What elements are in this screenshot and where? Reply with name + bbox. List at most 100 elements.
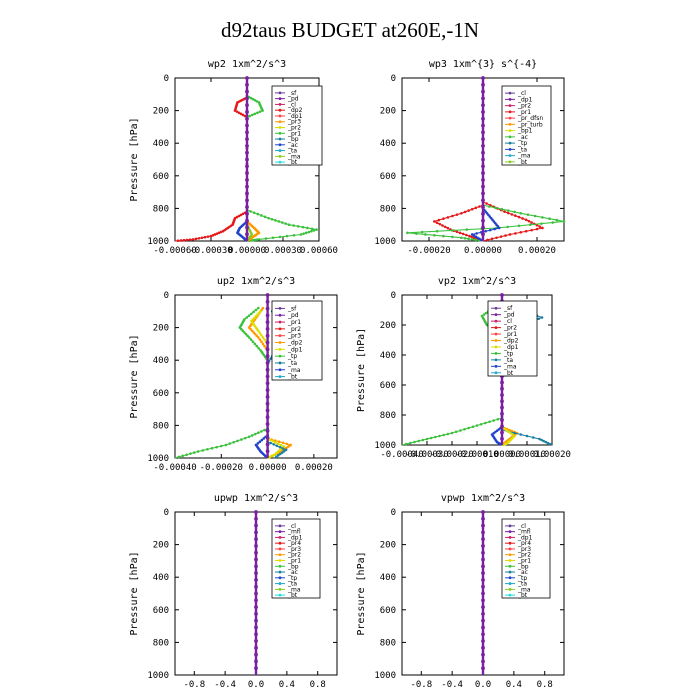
series-marker: [280, 451, 284, 454]
series-marker: [206, 235, 210, 238]
legend-marker: [508, 97, 512, 101]
series-marker: [435, 221, 439, 225]
x-tick-label: 0.00000: [483, 450, 521, 460]
legend-marker: [494, 326, 498, 329]
legend-marker: [278, 143, 282, 147]
series-marker: [254, 550, 258, 555]
x-tick-label: -0.00060: [153, 246, 196, 256]
plot-frame: [174, 294, 338, 459]
series-marker: [279, 443, 283, 447]
series-marker: [284, 222, 287, 225]
legend-marker: [494, 306, 498, 310]
series-marker: [245, 150, 249, 155]
series-marker: [211, 233, 215, 237]
series-marker: [562, 220, 566, 223]
legend-marker: [508, 570, 512, 574]
series-marker: [524, 229, 528, 233]
series-marker: [481, 184, 485, 189]
series-marker: [540, 222, 543, 225]
legend-marker: [508, 141, 512, 145]
x-tick-label: -0.00030: [405, 450, 448, 460]
series-marker: [546, 441, 550, 445]
legend-label: _pr2: [287, 552, 301, 559]
legend-marker: [278, 91, 282, 95]
legend-label: _bp: [287, 563, 299, 570]
series-marker: [442, 433, 445, 437]
series-marker: [263, 215, 267, 219]
series-marker: [241, 329, 245, 333]
legend-marker: [508, 154, 512, 158]
series-line: [174, 97, 248, 242]
series-marker: [249, 210, 252, 213]
series-marker: [312, 229, 316, 232]
series-marker: [299, 233, 303, 236]
series-marker: [253, 342, 257, 346]
series-marker: [465, 228, 469, 231]
series-marker: [209, 234, 213, 238]
series-marker: [265, 428, 270, 433]
series-marker: [475, 424, 479, 427]
series-marker: [188, 238, 192, 241]
legend-label: _pd: [287, 312, 299, 319]
series-marker: [232, 440, 235, 444]
series-marker: [492, 419, 495, 422]
legend-marker: [278, 160, 282, 164]
legend-label: _tp: [517, 140, 527, 147]
y-tick-label: 400: [153, 139, 169, 149]
series-marker: [189, 452, 192, 455]
legend-label: _pr1: [287, 558, 301, 565]
series-marker: [481, 516, 485, 521]
series-marker: [435, 229, 439, 233]
series-marker: [206, 448, 209, 451]
series-marker: [461, 232, 465, 236]
legend-marker: [278, 593, 282, 597]
series-marker: [265, 313, 270, 318]
series-marker: [415, 232, 418, 235]
series-marker: [264, 237, 268, 240]
series-marker: [254, 510, 258, 514]
series-marker: [272, 443, 276, 446]
legend-marker: [508, 582, 512, 585]
legend-label: _bt: [287, 592, 298, 599]
series-marker: [481, 625, 485, 630]
legend-marker: [278, 354, 282, 358]
series-marker: [194, 237, 198, 241]
legend-label: _dp2: [287, 107, 303, 114]
series-marker: [502, 427, 506, 430]
legend-label: _mfl: [287, 529, 301, 536]
series-marker: [265, 442, 270, 447]
series-marker: [281, 447, 285, 450]
legend-label: _pr1: [287, 130, 301, 137]
series-marker: [245, 137, 249, 142]
legend-label: _ma: [287, 367, 301, 374]
legend-label: _ac: [287, 142, 298, 149]
series-marker: [255, 344, 259, 348]
legend-label: _cl: [517, 523, 526, 530]
series-marker: [450, 431, 454, 435]
series-marker: [265, 422, 270, 426]
y-tick-label: 200: [380, 321, 396, 331]
series-marker: [484, 311, 488, 315]
series-marker: [245, 211, 249, 216]
series-marker: [257, 336, 260, 339]
series-marker: [279, 452, 282, 456]
series-marker: [429, 436, 433, 440]
series-marker: [278, 235, 282, 239]
series-marker: [250, 312, 253, 316]
y-tick-label: 200: [380, 107, 396, 117]
panel-3: up2 1xm^2/s^3 0 200 400 600 800 1000 Pressure […: [129, 276, 338, 473]
series-marker: [421, 438, 425, 442]
series-marker: [265, 320, 270, 325]
series-marker: [251, 340, 255, 344]
legend-label: _pr1: [517, 109, 531, 116]
legend-label: _bp1: [517, 128, 533, 135]
series-marker: [437, 218, 441, 222]
series-marker: [526, 213, 530, 216]
series-marker: [265, 401, 270, 406]
series-marker: [239, 112, 243, 116]
series-marker: [245, 191, 249, 196]
series-marker: [245, 205, 249, 209]
x-tick-label: 0.4: [506, 680, 522, 690]
series-marker: [481, 510, 485, 514]
series-marker: [406, 231, 409, 235]
